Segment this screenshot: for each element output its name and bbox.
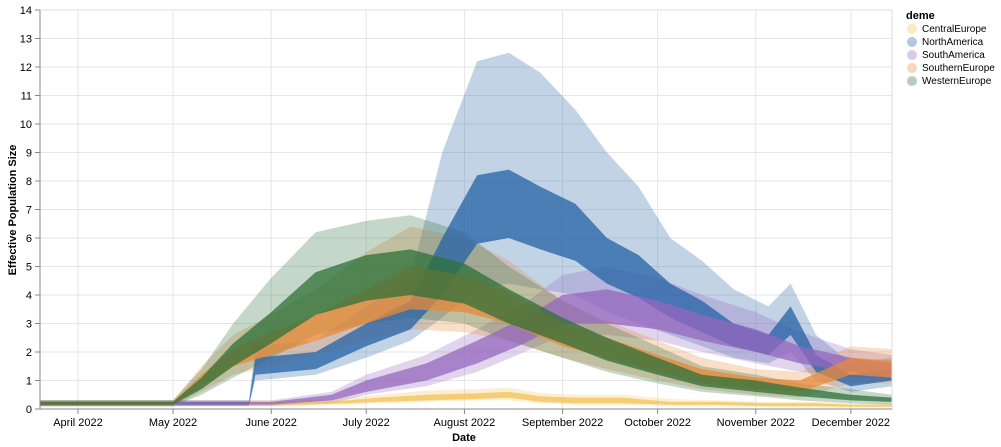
y-tick-label: 2 bbox=[26, 347, 32, 359]
x-tick-label: June 2022 bbox=[246, 417, 297, 429]
band-outer-SouthernEurope bbox=[40, 226, 892, 407]
legend-label-SouthAmerica: SouthAmerica bbox=[922, 50, 985, 61]
y-tick-label: 12 bbox=[20, 62, 32, 74]
legend-swatch-CentralEurope bbox=[907, 24, 917, 34]
y-tick-label: 14 bbox=[20, 5, 32, 17]
legend-title: deme bbox=[906, 10, 935, 22]
y-tick-label: 6 bbox=[26, 233, 32, 245]
y-tick-label: 0 bbox=[26, 404, 32, 416]
x-tick-label: July 2022 bbox=[343, 417, 390, 429]
plot-area bbox=[40, 52, 892, 408]
x-tick-label: December 2022 bbox=[812, 417, 890, 429]
y-tick-label: 10 bbox=[20, 119, 32, 131]
y-axis-title: Effective Population Size bbox=[7, 145, 19, 276]
y-tick-label: 11 bbox=[21, 91, 32, 103]
x-axis-title: Date bbox=[452, 432, 476, 444]
band-inner-NorthAmerica bbox=[40, 169, 892, 405]
y-tick-label: 5 bbox=[26, 262, 32, 274]
legend-label-WesternEurope: WesternEurope bbox=[922, 76, 992, 87]
legend-swatch-SouthAmerica bbox=[907, 50, 917, 60]
x-tick-label: November 2022 bbox=[717, 417, 795, 429]
band-inner-WesternEurope bbox=[40, 249, 892, 405]
legend-label-NorthAmerica: NorthAmerica bbox=[922, 37, 984, 48]
band-inner-SouthAmerica bbox=[40, 289, 892, 405]
y-tick-label: 8 bbox=[26, 176, 32, 188]
legend-label-CentralEurope: CentralEurope bbox=[922, 24, 987, 35]
legend: deme CentralEurope NorthAmerica SouthAmeri… bbox=[906, 10, 995, 87]
x-tick-label: October 2022 bbox=[624, 417, 691, 429]
y-tick-label: 3 bbox=[26, 319, 32, 331]
y-tick-label: 7 bbox=[26, 205, 32, 217]
x-tick-label: August 2022 bbox=[434, 417, 496, 429]
y-tick-label: 1 bbox=[26, 376, 32, 388]
y-tick-label: 4 bbox=[26, 290, 32, 302]
x-tick-label: September 2022 bbox=[522, 417, 603, 429]
legend-swatch-SouthernEurope bbox=[907, 63, 917, 73]
x-tick-label: April 2022 bbox=[53, 417, 103, 429]
y-tick-label: 13 bbox=[20, 34, 32, 46]
x-tick-label: May 2022 bbox=[149, 417, 197, 429]
legend-swatch-WesternEurope bbox=[907, 76, 917, 86]
y-tick-label: 9 bbox=[26, 148, 32, 160]
legend-swatch-NorthAmerica bbox=[907, 37, 917, 47]
legend-label-SouthernEurope: SouthernEurope bbox=[922, 63, 995, 74]
